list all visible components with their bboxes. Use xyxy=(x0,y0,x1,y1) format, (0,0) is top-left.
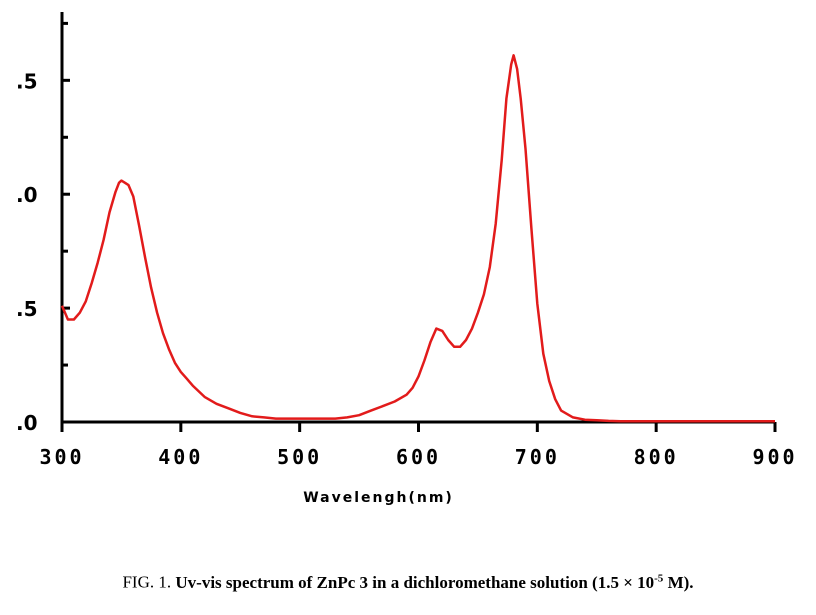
caption-exponent: -5 xyxy=(654,572,664,584)
x-axis-title: Wavelengh(nm) xyxy=(303,490,454,506)
x-tick-label: 400 xyxy=(158,445,203,469)
y-tick-label: .5 xyxy=(16,69,38,93)
plot-area xyxy=(60,54,775,423)
y-axis-ticks: .0 .5 .0 .5 xyxy=(16,21,70,435)
caption-prefix: FIG. 1. xyxy=(122,572,176,592)
y-tick-label: .0 xyxy=(16,183,38,207)
spectrum-line xyxy=(60,54,775,423)
caption-main-text: Uv-vis spectrum of ZnPc 3 in a dichlorom… xyxy=(175,572,655,592)
x-tick-label: 300 xyxy=(39,445,84,469)
figure-caption: FIG. 1. Uv-vis spectrum of ZnPc 3 in a d… xyxy=(0,572,816,593)
uv-vis-spectrum-chart: .0 .5 .0 .5 300 400 500 600 700 800 900 Wavelengh… xyxy=(16,12,797,506)
x-tick-label: 600 xyxy=(396,445,441,469)
x-tick-label: 500 xyxy=(277,445,322,469)
y-tick-label: .5 xyxy=(16,297,38,321)
caption-suffix: M). xyxy=(663,572,694,592)
x-tick-label: 700 xyxy=(515,445,560,469)
axes xyxy=(60,12,775,424)
caption-main: Uv-vis spectrum of ZnPc 3 in a dichlorom… xyxy=(175,572,694,592)
y-tick-label: .0 xyxy=(16,411,38,435)
x-tick-label: 900 xyxy=(752,445,797,469)
x-tick-label: 800 xyxy=(634,445,679,469)
x-axis-ticks: 300 400 500 600 700 800 900 xyxy=(39,422,797,469)
